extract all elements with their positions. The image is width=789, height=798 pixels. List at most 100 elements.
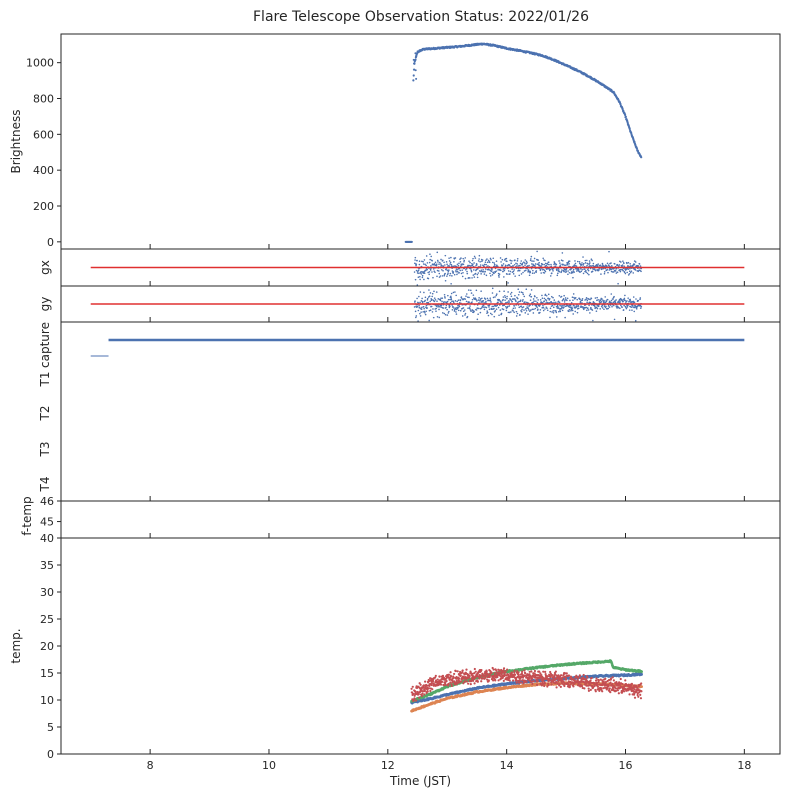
data-point — [470, 269, 473, 272]
data-point — [524, 269, 527, 272]
data-point — [490, 301, 492, 303]
data-point — [420, 308, 423, 311]
data-point — [609, 681, 612, 684]
data-point — [508, 305, 511, 307]
data-point — [585, 269, 587, 272]
data-point — [561, 269, 563, 271]
data-point — [464, 312, 467, 315]
data-point — [514, 307, 516, 309]
data-point — [470, 264, 472, 267]
data-point — [520, 291, 523, 294]
data-point — [633, 688, 636, 691]
data-point — [420, 273, 423, 275]
data-point — [507, 282, 509, 284]
data-point — [419, 315, 422, 317]
data-point — [519, 264, 521, 267]
data-point — [423, 690, 426, 693]
data-point — [450, 684, 453, 688]
data-point — [498, 273, 501, 275]
data-point — [572, 313, 574, 315]
data-point — [517, 293, 520, 296]
data-point — [486, 261, 489, 264]
data-point — [452, 301, 455, 304]
data-point — [582, 262, 585, 265]
data-point — [528, 309, 530, 311]
data-point — [554, 680, 558, 684]
data-point — [564, 678, 568, 681]
data-point — [639, 697, 643, 700]
data-point — [433, 290, 435, 293]
data-point — [449, 681, 452, 684]
data-point — [418, 260, 421, 263]
data-point — [529, 271, 532, 273]
data-point — [503, 276, 505, 278]
data-point — [437, 683, 440, 686]
data-point — [595, 677, 598, 680]
data-point — [428, 319, 430, 322]
data-point — [588, 298, 590, 300]
data-point — [544, 298, 547, 301]
data-point — [473, 255, 476, 258]
y-tick-label: 35 — [40, 559, 54, 572]
data-point — [521, 676, 525, 679]
data-point — [487, 259, 490, 262]
data-point — [453, 273, 456, 276]
data-point — [540, 265, 543, 267]
data-point — [577, 677, 580, 680]
data-point — [427, 687, 431, 690]
panel-frame — [60, 321, 781, 502]
data-point — [485, 263, 487, 266]
data-point — [548, 297, 551, 300]
data-point — [568, 265, 570, 268]
data-point — [545, 294, 548, 297]
data-point — [543, 682, 547, 685]
y-tick-label: 400 — [33, 164, 54, 177]
y-axis-label: gx — [38, 260, 52, 275]
data-point — [623, 304, 625, 307]
data-point — [569, 676, 573, 679]
data-point — [447, 298, 450, 301]
data-point — [606, 298, 609, 301]
data-point — [458, 271, 460, 274]
data-point — [425, 264, 427, 267]
data-point — [516, 258, 519, 260]
data-point — [443, 293, 446, 296]
data-point — [438, 263, 440, 265]
data-point — [639, 265, 642, 267]
data-point — [522, 271, 524, 274]
data-point — [636, 693, 639, 697]
data-point — [431, 292, 434, 295]
data-point — [466, 272, 469, 275]
data-point — [480, 668, 483, 672]
data-point — [429, 269, 432, 271]
data-point — [427, 681, 430, 684]
y-tick-label: 5 — [47, 721, 54, 734]
data-point — [572, 299, 574, 302]
category-label: T1 — [38, 372, 52, 388]
data-point — [494, 296, 496, 298]
data-point — [540, 673, 543, 677]
data-point — [506, 260, 508, 263]
data-point — [532, 263, 534, 266]
data-point — [455, 311, 457, 313]
data-point — [530, 258, 532, 260]
data-point — [480, 307, 483, 309]
data-point — [559, 264, 562, 266]
data-point — [563, 684, 566, 688]
data-point — [637, 299, 640, 302]
data-point — [631, 309, 633, 311]
data-point — [621, 264, 624, 266]
data-point — [563, 270, 565, 273]
data-point — [633, 301, 636, 304]
data-point — [491, 273, 494, 276]
data-point — [457, 264, 460, 267]
data-point — [579, 300, 582, 303]
data-point — [473, 310, 475, 313]
data-point — [414, 259, 416, 261]
data-point — [490, 270, 493, 273]
data-point — [556, 274, 559, 277]
data-point — [504, 670, 507, 673]
data-point — [449, 305, 451, 308]
data-point — [502, 667, 506, 670]
data-point — [440, 304, 443, 307]
